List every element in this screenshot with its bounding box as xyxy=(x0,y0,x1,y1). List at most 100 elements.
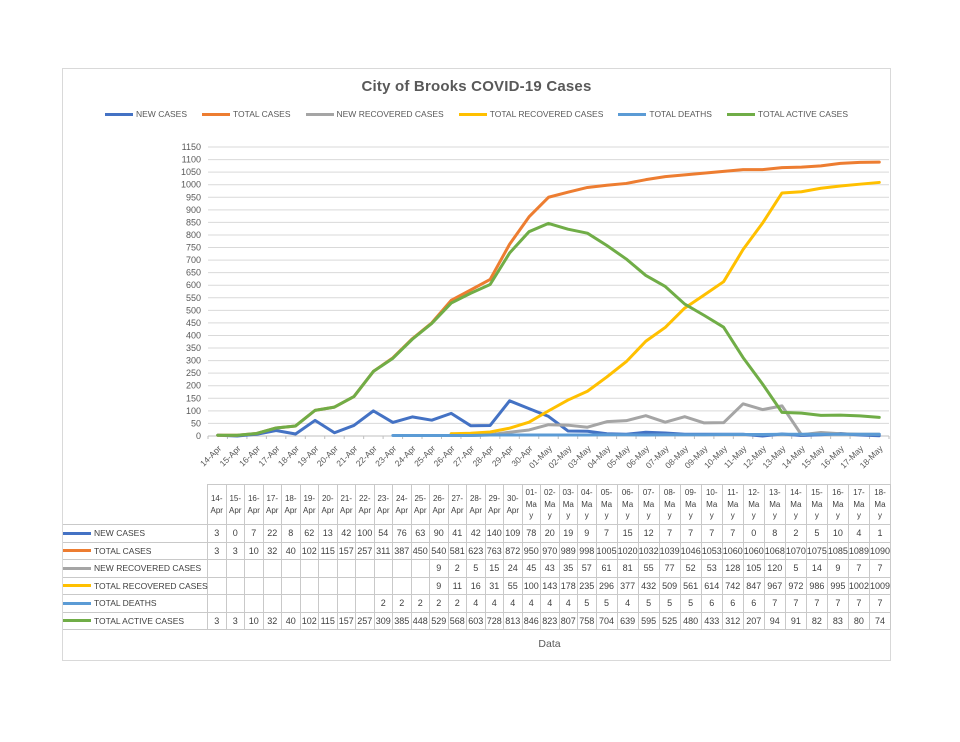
table-cell xyxy=(374,577,394,595)
table-cell: 157 xyxy=(337,612,357,630)
table-cell: 140 xyxy=(485,525,505,543)
y-tick-label: 100 xyxy=(186,406,201,416)
table-cell: 35 xyxy=(559,560,579,578)
table-cell: 2 xyxy=(448,560,468,578)
table-cell xyxy=(245,577,264,595)
date-header-cell: 15- Ma y xyxy=(806,484,828,525)
table-cell xyxy=(208,595,227,613)
table-cell: 16 xyxy=(467,577,486,595)
table-cell: 872 xyxy=(504,542,523,560)
table-cell xyxy=(393,560,412,578)
table-cell: 91 xyxy=(785,612,807,630)
table-cell: 2 xyxy=(430,595,449,613)
table-cell: 8 xyxy=(764,525,786,543)
table-cell: 7 xyxy=(785,595,807,613)
y-tick-label: 650 xyxy=(186,268,201,278)
table-cell: 3 xyxy=(208,542,227,560)
table-cell: 758 xyxy=(578,612,597,630)
table-series-key-new-cases xyxy=(63,531,91,535)
y-tick-label: 900 xyxy=(186,205,201,215)
table-cell: 5 xyxy=(806,525,828,543)
date-header-cell: 29- Apr xyxy=(485,484,505,525)
table-cell: 76 xyxy=(393,525,412,543)
table-cell: 4 xyxy=(467,595,486,613)
y-tick-label: 750 xyxy=(186,243,201,253)
table-row-label-total-recovered-cases: TOTAL RECOVERED CASES xyxy=(63,577,208,595)
table-cell: 13 xyxy=(319,525,338,543)
chart-legend: NEW CASES TOTAL CASES NEW RECOVERED CASES T… xyxy=(63,109,890,119)
table-cell: 6 xyxy=(701,595,723,613)
date-header-cell: 17- Ma y xyxy=(848,484,870,525)
legend-label: NEW CASES xyxy=(136,109,188,119)
table-series-name: NEW RECOVERED CASES xyxy=(94,563,202,574)
table-cell: 0 xyxy=(226,525,245,543)
date-header-cell: 24- Apr xyxy=(393,484,412,525)
y-tick-label: 250 xyxy=(186,368,201,378)
table-cell: 10 xyxy=(245,542,264,560)
date-header-cell: 16- Apr xyxy=(245,484,264,525)
table-cell xyxy=(282,560,301,578)
table-cell: 1090 xyxy=(869,542,891,560)
table-cell: 81 xyxy=(617,560,639,578)
table-cell: 4 xyxy=(617,595,639,613)
table-cell: 20 xyxy=(541,525,560,543)
table-cell: 1 xyxy=(869,525,891,543)
table-cell: 257 xyxy=(356,612,375,630)
date-header-cell: 23- Apr xyxy=(374,484,394,525)
table-cell: 561 xyxy=(680,577,702,595)
y-tick-label: 600 xyxy=(186,280,201,290)
legend-label: TOTAL ACTIVE CASES xyxy=(757,109,848,119)
legend-item-new-cases: NEW CASES xyxy=(105,109,187,119)
table-cell: 623 xyxy=(467,542,486,560)
table-cell: 1046 xyxy=(680,542,702,560)
table-cell: 742 xyxy=(722,577,744,595)
table-cell: 998 xyxy=(578,542,597,560)
covid-cases-chart[interactable]: City of Brooks COVID-19 Cases NEW CASES T… xyxy=(62,68,891,661)
table-cell: 45 xyxy=(522,560,542,578)
table-cell: 4 xyxy=(541,595,560,613)
y-tick-label: 50 xyxy=(191,418,201,428)
table-cell: 1075 xyxy=(806,542,828,560)
table-cell: 115 xyxy=(319,542,338,560)
x-axis-title: Data xyxy=(538,638,561,650)
table-cell: 120 xyxy=(764,560,786,578)
table-cell: 847 xyxy=(743,577,765,595)
table-cell: 509 xyxy=(659,577,681,595)
date-header-cell: 01- Ma y xyxy=(522,484,542,525)
table-cell xyxy=(226,560,245,578)
table-cell: 178 xyxy=(559,577,579,595)
legend-key-total-cases xyxy=(202,112,231,116)
table-cell: 1002 xyxy=(848,577,870,595)
legend-item-total-active-cases: TOTAL ACTIVE CASES xyxy=(726,109,848,119)
table-cell: 53 xyxy=(701,560,723,578)
table-cell: 102 xyxy=(300,612,320,630)
date-header-cell: 21- Apr xyxy=(337,484,357,525)
table-cell xyxy=(319,577,338,595)
table-cell: 3 xyxy=(208,612,227,630)
table-cell: 31 xyxy=(485,577,505,595)
table-cell xyxy=(300,560,320,578)
table-cell: 6 xyxy=(722,595,744,613)
table-cell xyxy=(208,577,227,595)
date-header-cell: 30- Apr xyxy=(504,484,523,525)
date-header-cell: 08- Ma y xyxy=(659,484,681,525)
date-header-cell: 18- Apr xyxy=(282,484,301,525)
table-cell: 32 xyxy=(263,612,282,630)
table-cell: 12 xyxy=(638,525,660,543)
table-cell: 728 xyxy=(485,612,505,630)
table-cell: 143 xyxy=(541,577,560,595)
table-cell: 100 xyxy=(356,525,375,543)
table-cell: 5 xyxy=(596,595,618,613)
table-cell: 480 xyxy=(680,612,702,630)
table-cell: 7 xyxy=(680,525,702,543)
legend-item-total-deaths: TOTAL DEATHS xyxy=(618,109,712,119)
table-cell: 41 xyxy=(448,525,468,543)
date-header-cell: 04- Ma y xyxy=(578,484,597,525)
table-cell: 157 xyxy=(337,542,357,560)
table-cell: 40 xyxy=(282,612,301,630)
table-series-name: TOTAL ACTIVE CASES xyxy=(94,615,185,626)
table-series-name: TOTAL DEATHS xyxy=(94,598,157,609)
table-cell: 115 xyxy=(319,612,338,630)
table-cell: 581 xyxy=(448,542,468,560)
table-cell: 9 xyxy=(827,560,849,578)
